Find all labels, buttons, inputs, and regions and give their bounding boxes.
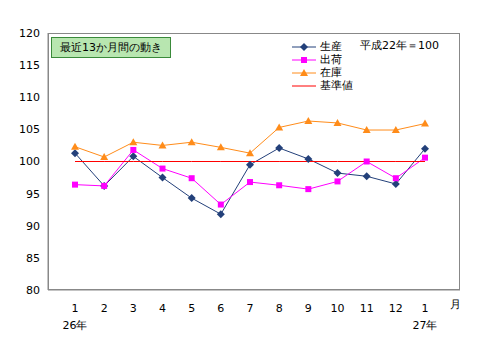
svg-text:8: 8: [276, 302, 283, 315]
svg-text:4: 4: [159, 302, 166, 315]
svg-text:3: 3: [130, 302, 137, 315]
html-text:出荷: 出荷: [320, 53, 342, 66]
svg-text:80: 80: [26, 284, 40, 297]
svg-text:100: 100: [19, 155, 40, 168]
svg-text:110: 110: [19, 91, 40, 104]
html-text:基準値: 基準値: [320, 79, 353, 92]
svg-text:10: 10: [331, 302, 345, 315]
svg-text:6: 6: [217, 302, 224, 315]
svg-text:12: 12: [389, 302, 403, 315]
svg-text:2: 2: [101, 302, 108, 315]
svg-text:11: 11: [360, 302, 374, 315]
html-text:生産: 生産: [320, 40, 342, 53]
svg-text:90: 90: [26, 220, 40, 233]
svg-text:95: 95: [26, 188, 40, 201]
html-text:在庫: 在庫: [320, 66, 342, 79]
svg-text:9: 9: [305, 302, 312, 315]
svg-text:5: 5: [188, 302, 195, 315]
html-text:平成22年＝100: 平成22年＝100: [360, 39, 439, 52]
svg-text:105: 105: [19, 123, 40, 136]
html-text:最近13か月間の動き: 最近13か月間の動き: [60, 41, 162, 54]
svg-text:127年: 127年: [413, 302, 438, 332]
svg-text:85: 85: [26, 252, 40, 265]
html-text:月: 月: [450, 298, 461, 311]
svg-text:126年: 126年: [63, 302, 88, 332]
svg-text:115: 115: [19, 59, 40, 72]
svg-text:120: 120: [19, 27, 40, 40]
svg-text:7: 7: [247, 302, 254, 315]
